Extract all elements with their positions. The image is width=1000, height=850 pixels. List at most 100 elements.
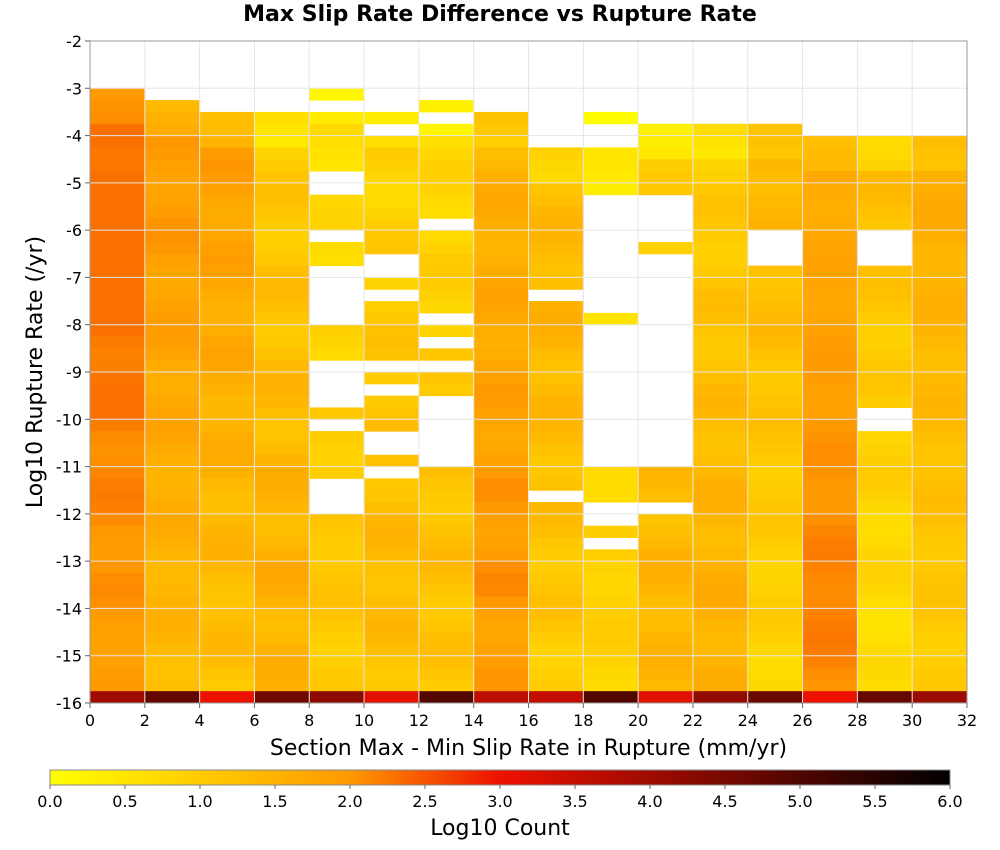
heatmap-cell [144, 561, 201, 574]
heatmap-cell [528, 608, 584, 621]
heatmap-cell [528, 679, 584, 692]
heatmap-cell [802, 253, 858, 267]
heatmap-cell [364, 419, 420, 432]
heatmap-cell [747, 632, 804, 645]
colorbar-tick-label: 5.0 [787, 792, 812, 811]
heatmap-cell [254, 679, 310, 692]
heatmap-cell [254, 194, 310, 207]
colorbar-tick-label: 6.0 [937, 792, 962, 811]
x-tick-label: 24 [738, 711, 758, 730]
heatmap-cell [90, 230, 146, 243]
heatmap-cell [364, 171, 420, 184]
heatmap-cell [144, 241, 201, 255]
y-axis-label: Log10 Rupture Rate (/yr) [23, 236, 48, 508]
heatmap-cell [144, 572, 201, 586]
heatmap-cell [418, 620, 475, 633]
colorbar-tick-label: 4.0 [637, 792, 662, 811]
heatmap-cell [199, 395, 255, 408]
heatmap-cell [473, 265, 529, 278]
heatmap-cell [144, 324, 201, 338]
heatmap-cell [528, 561, 584, 574]
heatmap-cell [90, 88, 146, 101]
heatmap-cell [528, 301, 584, 314]
heatmap-cell [473, 655, 529, 669]
heatmap-cell [802, 171, 858, 184]
heatmap-cell [364, 348, 420, 361]
heatmap-cell [473, 502, 529, 515]
heatmap-cell [747, 561, 804, 574]
heatmap-cell [418, 502, 475, 515]
heatmap-cell [528, 442, 584, 456]
heatmap-cell [473, 301, 529, 314]
heatmap-cell [144, 182, 201, 196]
heatmap-cell [418, 608, 475, 621]
heatmap-cell [747, 679, 804, 692]
heatmap-cell [309, 123, 365, 137]
heatmap-cell [309, 218, 365, 231]
heatmap-cell [199, 478, 255, 491]
heatmap-cell [90, 632, 146, 645]
heatmap-cell [583, 655, 639, 669]
heatmap-cell [638, 596, 694, 609]
heatmap-cell [473, 383, 529, 397]
heatmap-cell [912, 171, 968, 184]
heatmap-cell [528, 147, 584, 160]
heatmap-cell [528, 277, 584, 290]
heatmap-cell [254, 230, 310, 243]
heatmap-cell [90, 111, 146, 125]
heatmap-cell [144, 419, 201, 432]
heatmap-cell [364, 135, 420, 148]
heatmap-cell [802, 502, 858, 515]
y-tick-label: -12 [56, 505, 82, 524]
heatmap-cell [802, 442, 858, 456]
heatmap-cell [364, 241, 420, 255]
heatmap-cell [309, 572, 365, 586]
heatmap-cell [144, 312, 201, 326]
heatmap-cell [802, 466, 858, 479]
heatmap-cell [912, 419, 968, 432]
heatmap-cell [254, 620, 310, 633]
x-tick-label: 10 [354, 711, 374, 730]
heatmap-cell [199, 572, 255, 586]
heatmap-cell [747, 655, 804, 669]
heatmap-cell [144, 466, 201, 479]
heatmap-cell [364, 620, 420, 633]
heatmap-cell [90, 655, 146, 669]
heatmap-cell [90, 620, 146, 633]
heatmap-cell [364, 372, 420, 385]
heatmap-cell [309, 442, 365, 456]
heatmap-cell [473, 147, 529, 160]
heatmap-cell [364, 537, 420, 550]
heatmap-cell [473, 123, 529, 137]
x-tick-label: 32 [957, 711, 977, 730]
heatmap-cell [473, 537, 529, 550]
heatmap-cell [473, 348, 529, 361]
heatmap-cell [912, 667, 968, 680]
heatmap-cell [309, 466, 365, 479]
heatmap-cell [199, 667, 255, 680]
heatmap-cell [418, 301, 475, 314]
heatmap-cell [528, 643, 584, 657]
heatmap-cell [418, 478, 475, 491]
x-tick-label: 8 [304, 711, 314, 730]
heatmap-cell [802, 490, 858, 503]
heatmap-cell [583, 643, 639, 657]
heatmap-cell [912, 277, 968, 290]
heatmap-cell [90, 100, 146, 113]
heatmap-cell [473, 312, 529, 326]
heatmap-cell [473, 135, 529, 148]
heatmap-cell [692, 679, 749, 692]
heatmap-cell [254, 218, 310, 231]
heatmap-cell [528, 691, 584, 703]
heatmap-cell [692, 372, 749, 385]
heatmap-cell [912, 679, 968, 692]
heatmap-cell [144, 679, 201, 692]
heatmap-cell [364, 502, 420, 515]
heatmap-cell [802, 301, 858, 314]
heatmap-cell [90, 383, 146, 397]
heatmap-cell [364, 206, 420, 219]
heatmap-cell [199, 419, 255, 432]
heatmap-cell [144, 230, 201, 243]
heatmap-cell [90, 537, 146, 550]
heatmap-cell [309, 111, 365, 125]
